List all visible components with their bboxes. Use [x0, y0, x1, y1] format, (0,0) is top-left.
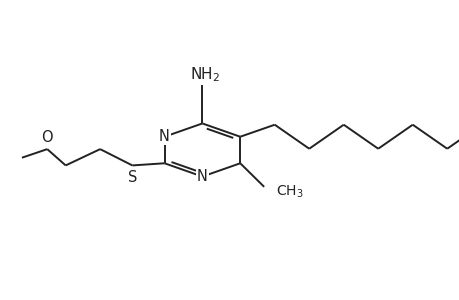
Text: CH$_3$: CH$_3$ — [275, 184, 302, 200]
Text: O: O — [41, 130, 53, 145]
Text: S: S — [128, 170, 137, 185]
Text: N: N — [159, 129, 170, 144]
Text: NH$_2$: NH$_2$ — [189, 65, 219, 83]
Text: N: N — [196, 169, 207, 184]
